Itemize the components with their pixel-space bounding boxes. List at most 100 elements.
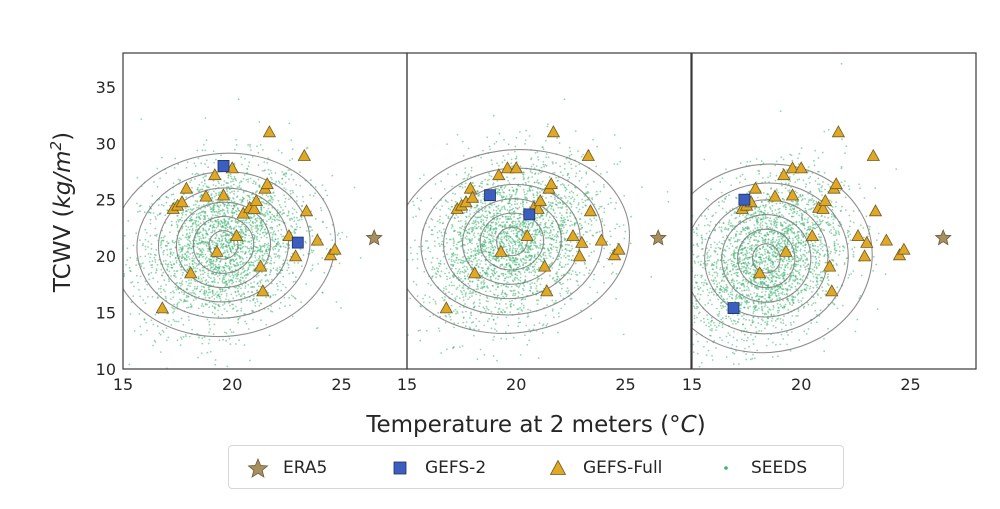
- seeds-point: [452, 265, 454, 268]
- seeds-point: [167, 197, 170, 199]
- seeds-point: [201, 266, 204, 269]
- panel-plot-area: [123, 98, 383, 389]
- seeds-point: [512, 261, 514, 264]
- seeds-point: [563, 255, 565, 257]
- seeds-point: [460, 277, 462, 280]
- seeds-point: [541, 214, 544, 217]
- seeds-point: [552, 162, 554, 165]
- seeds-point: [278, 248, 280, 251]
- seeds-point: [558, 263, 561, 266]
- seeds-point: [226, 365, 229, 368]
- seeds-point: [474, 221, 476, 224]
- seeds-point: [507, 237, 510, 240]
- seeds-point: [264, 244, 266, 247]
- seeds-point: [177, 220, 180, 223]
- seeds-point: [551, 222, 553, 224]
- seeds-point: [222, 267, 225, 269]
- seeds-point: [203, 294, 206, 296]
- seeds-point: [490, 327, 493, 330]
- seeds-point: [235, 294, 238, 297]
- seeds-point: [461, 225, 464, 228]
- seeds-point: [224, 220, 227, 223]
- seeds-point: [180, 259, 183, 262]
- seeds-point: [501, 215, 504, 218]
- seeds-point: [227, 220, 230, 223]
- era5-point: [365, 229, 383, 246]
- seeds-point: [500, 232, 503, 235]
- seeds-point: [549, 204, 552, 207]
- seeds-point: [261, 257, 264, 260]
- seeds-point: [150, 264, 153, 266]
- seeds-point: [297, 262, 299, 264]
- seeds-point: [198, 216, 201, 219]
- seeds-point: [215, 265, 217, 268]
- seeds-point: [483, 207, 486, 210]
- seeds-point: [204, 296, 207, 299]
- seeds-point: [299, 171, 301, 174]
- gefs-full-point: [155, 301, 169, 314]
- seeds-point: [456, 133, 459, 136]
- seeds-point: [565, 211, 568, 214]
- seeds-point: [226, 226, 229, 229]
- seeds-point: [156, 297, 159, 299]
- seeds-point: [522, 233, 524, 235]
- seeds-point: [162, 253, 165, 256]
- seeds-point: [200, 251, 203, 253]
- seeds-point: [456, 295, 458, 298]
- seeds-point: [486, 267, 489, 270]
- seeds-point: [180, 387, 182, 389]
- seeds-point: [270, 226, 272, 229]
- seeds-point: [299, 226, 301, 229]
- seeds-point: [291, 212, 294, 215]
- seeds-point: [481, 214, 484, 216]
- seeds-point: [199, 290, 202, 293]
- seeds-point: [600, 205, 603, 208]
- seeds-point: [331, 239, 334, 242]
- seeds-point: [185, 254, 188, 257]
- seeds-point: [485, 273, 487, 275]
- seeds-point: [578, 170, 581, 173]
- seeds-point: [211, 221, 214, 223]
- seeds-point: [162, 204, 165, 207]
- seeds-point: [177, 219, 179, 221]
- seeds-point: [185, 236, 188, 239]
- seeds-point: [336, 234, 339, 236]
- seeds-point: [529, 242, 532, 245]
- seeds-point: [187, 237, 190, 240]
- seeds-point: [193, 261, 196, 264]
- seeds-point: [564, 223, 567, 226]
- seeds-point: [471, 292, 474, 294]
- seeds-point: [536, 179, 539, 182]
- seeds-point: [492, 355, 495, 357]
- seeds-point: [474, 247, 477, 250]
- seeds-point: [560, 257, 563, 259]
- seeds-point: [195, 265, 198, 267]
- seeds-point: [536, 191, 538, 194]
- seeds-point: [545, 324, 548, 327]
- seeds-point: [166, 240, 168, 243]
- seeds-point: [494, 223, 497, 226]
- seeds-point: [551, 225, 554, 228]
- seeds-point: [519, 321, 522, 324]
- seeds-point: [464, 236, 467, 239]
- seeds-point: [341, 231, 343, 234]
- seeds-point: [224, 227, 226, 229]
- seeds-point: [463, 260, 466, 263]
- seeds-point: [204, 257, 207, 260]
- seeds-point: [173, 270, 176, 272]
- seeds-point: [602, 184, 605, 186]
- seeds-point: [476, 242, 478, 245]
- seeds-point: [175, 270, 178, 273]
- contour-line: [123, 152, 336, 338]
- seeds-point: [545, 213, 548, 216]
- seeds-point: [547, 205, 550, 208]
- seeds-point: [475, 206, 477, 209]
- seeds-point: [560, 217, 563, 220]
- seeds-point: [212, 284, 215, 287]
- seeds-point: [293, 230, 296, 233]
- seeds-point: [128, 266, 131, 269]
- seeds-point: [476, 358, 479, 361]
- seeds-point: [508, 189, 511, 191]
- seeds-point: [527, 249, 530, 252]
- seeds-point: [522, 262, 525, 264]
